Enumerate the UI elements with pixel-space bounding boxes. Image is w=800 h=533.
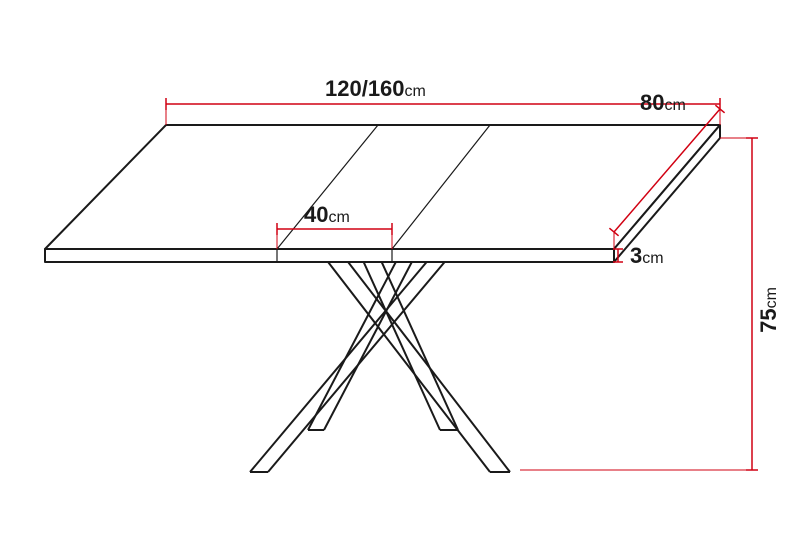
tabletop-front-edge [45,249,614,262]
dim-width-label: 80cm [640,90,686,115]
dim-length-label: 120/160cm [325,76,426,101]
dim-thickness-label: 3cm [630,243,664,268]
table-legs [250,254,510,472]
dim-height-label: 75cm [756,287,781,333]
tabletop-face [45,125,720,249]
